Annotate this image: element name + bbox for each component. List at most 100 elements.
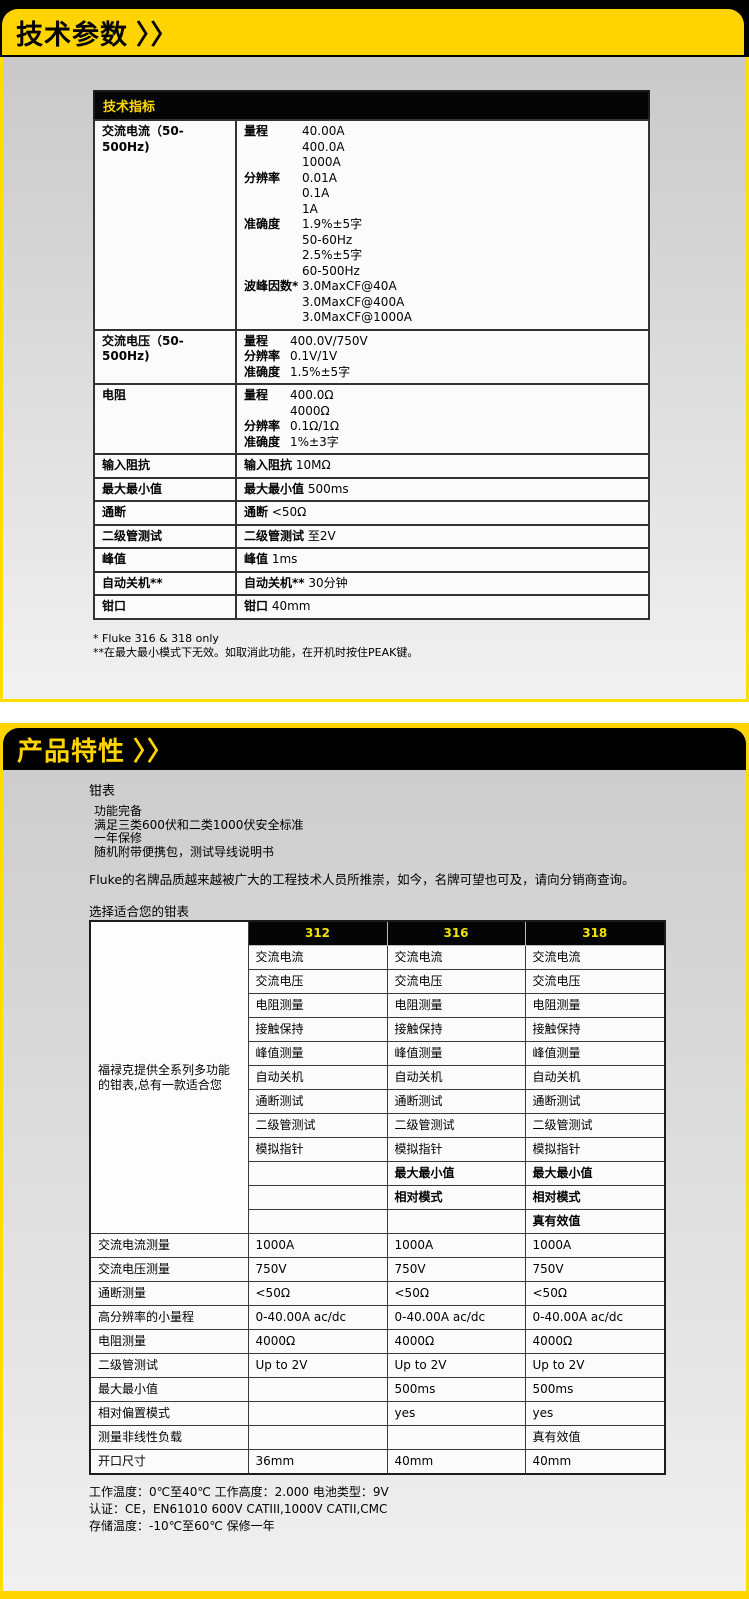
feature-cell: 二级管测试 bbox=[524, 1113, 666, 1138]
feature-cell: 自动关机 bbox=[247, 1065, 388, 1090]
spec-group: 准确度 1.5%±5字 bbox=[244, 365, 641, 381]
comparison-spec-label: 二级管测试 bbox=[89, 1353, 249, 1378]
comparison-spec-value: 真有效值 bbox=[524, 1425, 666, 1450]
feature-row: 真有效值 bbox=[90, 1209, 666, 1234]
spec-row-value: 最大最小值 500ms bbox=[235, 476, 650, 502]
spec-row-name: 自动关机** bbox=[93, 570, 237, 596]
spec-row: 交流电流（50-500Hz) 量程 40.00A 400.0A 1000A 分辨率 0.01… bbox=[93, 119, 650, 331]
section-header-product-features: 产品特性 〉〉 bbox=[0, 723, 749, 770]
comparison-spec-value: 0-40.00A ac/dc bbox=[386, 1305, 526, 1330]
feature-cell: 二级管测试 bbox=[386, 1113, 526, 1138]
footer-note-line: 认证：CE，EN61010 600V CATIII,1000V CATII,CM… bbox=[89, 1502, 388, 1516]
comparison-left-note-cell: 福禄克提供全系列多功能的钳表,总有一款适合您 bbox=[89, 920, 249, 1234]
spec-group-label: 量程 bbox=[244, 124, 269, 138]
footer-notes: 工作温度：0℃至40℃ 工作高度：2.000 电池类型：9V 认证：CE，EN61… bbox=[89, 1484, 746, 1535]
spec-table: 技术指标 交流电流（50-500Hz) 量程 40.00A 400.0A 1000A 分辨… bbox=[93, 90, 650, 620]
feature-cell: 电阻测量 bbox=[524, 993, 666, 1018]
comparison-spec-value: 500ms bbox=[386, 1377, 526, 1402]
comparison-spec-row: 交流电流测量 1000A 1000A 1000A bbox=[89, 1233, 666, 1258]
feature-bullet-list: 功能完备 满足三类600伏和二类1000伏安全标准 一年保修 随机附带便携包，测试导线… bbox=[89, 804, 746, 859]
comparison-spec-label: 开口尺寸 bbox=[89, 1449, 249, 1475]
comparison-spec-value: 4000Ω bbox=[386, 1329, 526, 1354]
section-gap bbox=[0, 702, 749, 723]
spec-inline-label: 输入阻抗 bbox=[244, 458, 293, 472]
comparison-spec-value: yes bbox=[386, 1401, 526, 1426]
spec-row: 通断 通断 <50Ω bbox=[93, 500, 650, 526]
section-header-product-features-banner: 产品特性 〉〉 bbox=[3, 728, 746, 770]
spec-row: 峰值 峰值 1ms bbox=[93, 547, 650, 573]
comparison-spec-row: 电阻测量 4000Ω 4000Ω 4000Ω bbox=[89, 1329, 666, 1354]
spec-group-values: 1.5%±5字 bbox=[290, 365, 641, 381]
comparison-spec-row: 测量非线性负载 真有效值 bbox=[89, 1425, 666, 1450]
feature-cell: 交流电压 bbox=[524, 969, 666, 994]
spec-value-line: 60-500Hz bbox=[302, 263, 360, 278]
feature-cell: 交流电流 bbox=[247, 945, 388, 970]
comparison-spec-value: 1000A bbox=[247, 1233, 388, 1258]
spec-value-line: 1.9%±5字 bbox=[302, 217, 363, 231]
feature-row: 二级管测试 二级管测试 二级管测试 bbox=[90, 1113, 666, 1138]
comparison-table-body: 福禄克提供全系列多功能的钳表,总有一款适合您 312 316 318 交流电流 交流电流交… bbox=[89, 920, 666, 1475]
feature-cell: 交流电压 bbox=[386, 969, 526, 994]
spec-value-line: 50-60Hz bbox=[302, 232, 353, 247]
comparison-spec-value: 0-40.00A ac/dc bbox=[247, 1305, 388, 1330]
section-title: 产品特性 bbox=[17, 736, 126, 767]
comparison-spec-value: 1000A bbox=[524, 1233, 666, 1258]
comparison-spec-row: 交流电压测量 750V 750V 750V bbox=[89, 1257, 666, 1282]
spec-group-values: 400.0V/750V bbox=[290, 334, 641, 350]
spec-row: 钳口 钳口 40mm bbox=[93, 594, 650, 620]
spec-group-label: 量程 bbox=[244, 388, 269, 402]
comparison-spec-label: 交流电压测量 bbox=[89, 1257, 249, 1282]
spec-group-values: 1%±3字 bbox=[290, 435, 641, 451]
spec-value-line: 40.00A bbox=[302, 124, 345, 138]
comparison-spec-value: 40mm bbox=[386, 1449, 526, 1475]
feature-row: 自动关机 自动关机 自动关机 bbox=[90, 1065, 666, 1090]
spec-inline-label: 钳口 bbox=[244, 599, 269, 613]
feature-cell: 电阻测量 bbox=[386, 993, 526, 1018]
feature-row: 电阻测量 电阻测量 电阻测量 bbox=[90, 993, 666, 1018]
spec-row-value: 量程 400.0V/750V 分辨率 0.1V/1V 准确度 1.5%±5字 bbox=[235, 328, 650, 385]
comparison-spec-label: 高分辨率的小量程 bbox=[89, 1305, 249, 1330]
feature-cell: 二级管测试 bbox=[247, 1113, 388, 1138]
comparison-spec-value: 4000Ω bbox=[524, 1329, 666, 1354]
model-header-316: 316 bbox=[386, 920, 526, 946]
spec-row-value: 自动关机** 30分钟 bbox=[235, 570, 650, 596]
footnote-2: **在最大最小模式下无效。如取消此功能，在开机时按住PEAK键。 bbox=[93, 645, 419, 659]
spec-group: 量程 400.0Ω 4000Ω bbox=[244, 388, 641, 419]
comparison-spec-value bbox=[247, 1377, 388, 1402]
double-chevron-icon: 〉〉 bbox=[133, 736, 175, 767]
comparison-spec-row: 最大最小值 500ms 500ms bbox=[89, 1377, 666, 1402]
spec-row-value: 钳口 40mm bbox=[235, 594, 650, 620]
spec-value-line: 4000Ω bbox=[290, 403, 330, 418]
spec-table-body: 交流电流（50-500Hz) 量程 40.00A 400.0A 1000A 分辨率 0.01… bbox=[93, 119, 650, 620]
spec-footnotes: * Fluke 316 & 318 only **在最大最小模式下无效。如取消此… bbox=[93, 632, 746, 660]
spec-group-label: 准确度 bbox=[244, 434, 281, 449]
feature-cell: 峰值测量 bbox=[524, 1041, 666, 1066]
spec-group: 分辨率 0.01A 0.1A 1A bbox=[244, 171, 641, 218]
feature-row: 峰值测量 峰值测量 峰值测量 bbox=[90, 1041, 666, 1066]
spec-group-values: 40.00A 400.0A 1000A bbox=[302, 124, 641, 171]
spec-inline-label: 峰值 bbox=[244, 552, 269, 566]
feature-cell: 相对模式 bbox=[386, 1185, 526, 1210]
comparison-table: 福禄克提供全系列多功能的钳表,总有一款适合您 312 316 318 交流电流 交流电流交… bbox=[89, 920, 666, 1475]
feature-cell: 最大最小值 bbox=[386, 1161, 526, 1186]
spec-value-line: 3.0MaxCF@400A bbox=[302, 294, 405, 309]
spec-value-line: 1.5%±5字 bbox=[290, 364, 351, 379]
feature-cell: 最大最小值 bbox=[524, 1161, 666, 1186]
spec-row-value: 输入阻抗 10MΩ bbox=[235, 453, 650, 479]
spec-value-line: 3.0MaxCF@1000A bbox=[302, 310, 412, 324]
feature-cell: 接触保持 bbox=[386, 1017, 526, 1042]
feature-cell: 相对模式 bbox=[524, 1185, 666, 1210]
comparison-spec-label: 通断测量 bbox=[89, 1281, 249, 1306]
spec-row: 输入阻抗 输入阻抗 10MΩ bbox=[93, 453, 650, 479]
spec-group-values: 1.9%±5字 50-60Hz 2.5%±5字 60-500Hz bbox=[302, 217, 641, 279]
feature-cell: 峰值测量 bbox=[247, 1041, 388, 1066]
spec-row-value: 量程 40.00A 400.0A 1000A 分辨率 0.01A 0.1A 1A 准确度 1.9%… bbox=[235, 119, 650, 331]
feature-row: 接触保持 接触保持 接触保持 bbox=[90, 1017, 666, 1042]
comparison-spec-value: 500ms bbox=[524, 1377, 666, 1402]
spec-row-name: 最大最小值 bbox=[93, 476, 237, 502]
feature-cell: 自动关机 bbox=[524, 1065, 666, 1090]
comparison-spec-value: 36mm bbox=[247, 1449, 388, 1475]
comparison-spec-label: 测量非线性负载 bbox=[89, 1425, 249, 1450]
feature-cell bbox=[247, 1185, 388, 1210]
spec-value-line: 0.1V/1V bbox=[290, 349, 338, 363]
